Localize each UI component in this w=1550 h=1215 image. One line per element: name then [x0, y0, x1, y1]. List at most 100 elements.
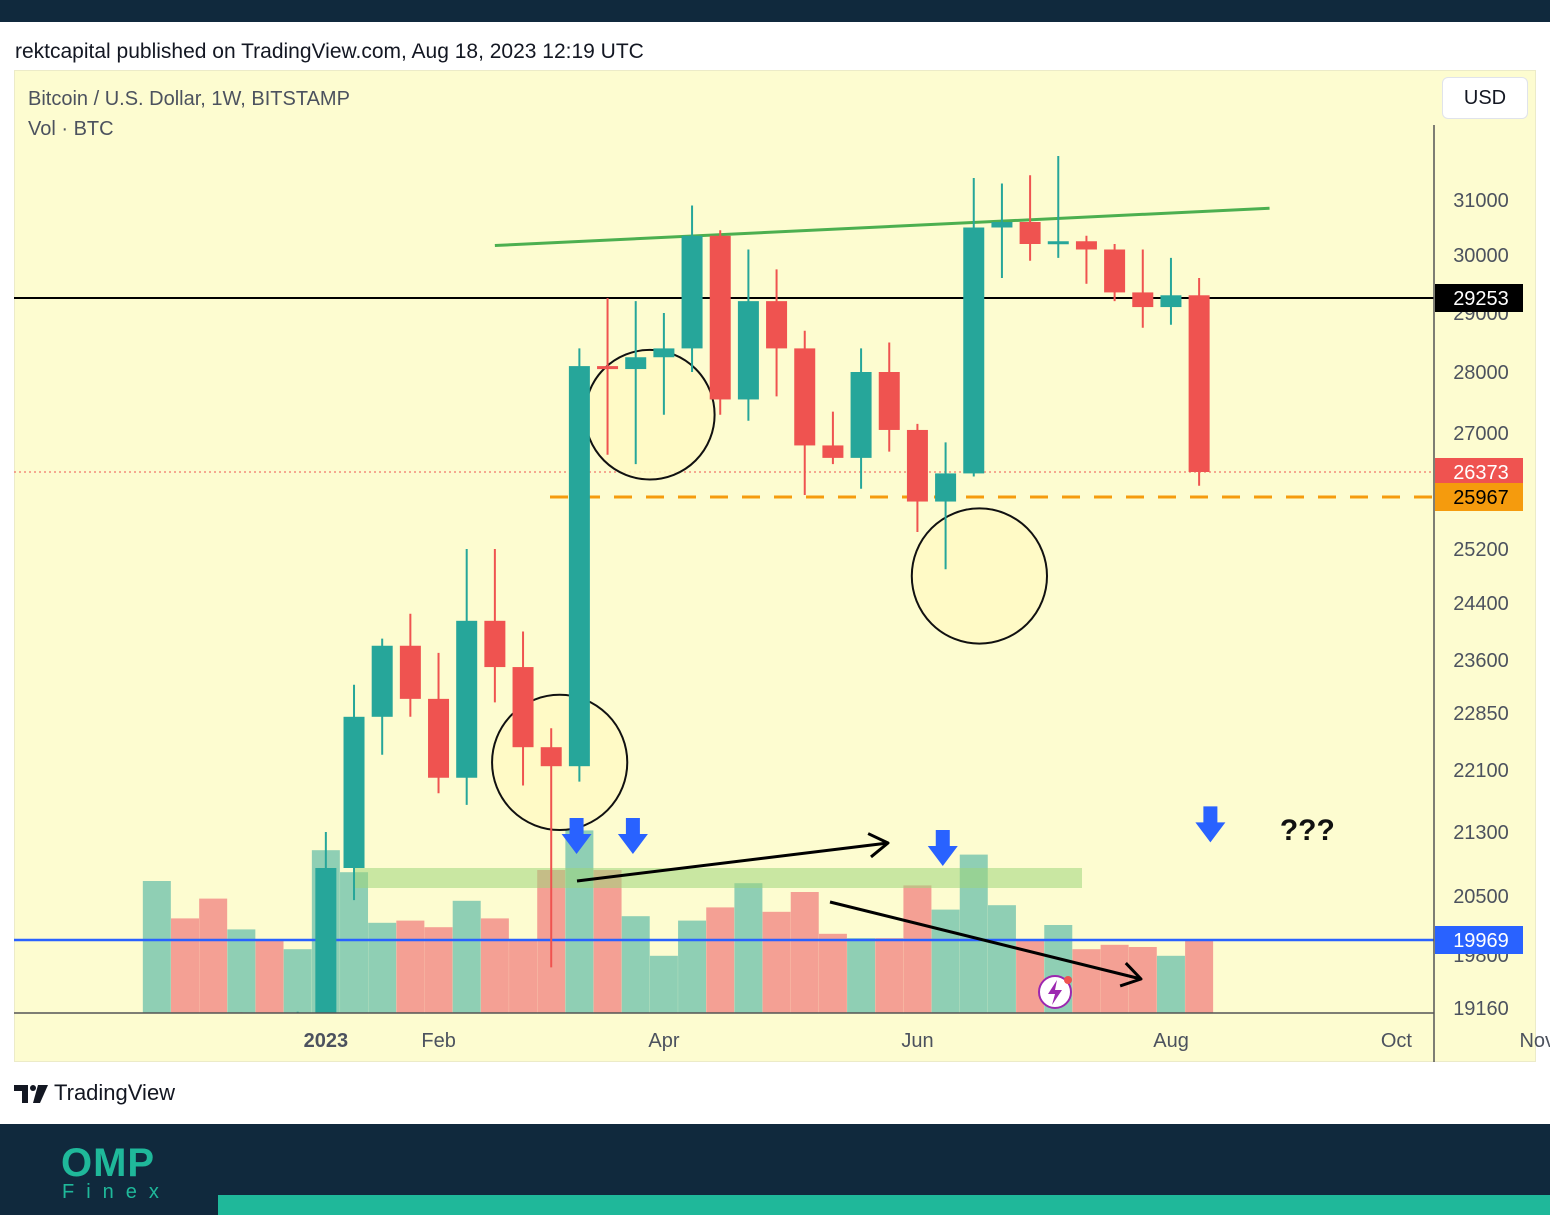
volume-bar — [1128, 947, 1157, 1013]
volume-bar — [368, 922, 397, 1013]
notification-dot-icon — [1064, 976, 1072, 984]
volume-zone-band — [355, 868, 1082, 888]
price-tick-label: 23600 — [1453, 650, 1509, 672]
candle-body — [935, 473, 957, 502]
candle-body — [568, 366, 590, 767]
candle-body — [428, 698, 450, 778]
resistance-trendline — [494, 206, 1270, 247]
candle-body — [1160, 295, 1182, 308]
price-tick-label: 21300 — [1453, 822, 1509, 844]
volume-bar — [565, 830, 594, 1013]
time-tick-label: Oct — [1381, 1030, 1413, 1052]
volume-bar — [509, 940, 538, 1013]
price-tick-label: 27000 — [1453, 423, 1509, 445]
volume-bar — [1185, 940, 1214, 1013]
volume-bar — [1072, 949, 1101, 1013]
candle-body — [878, 372, 900, 430]
volume-bar — [790, 892, 819, 1013]
down-arrow-icon — [927, 830, 958, 866]
volume-bar — [678, 920, 707, 1013]
volume-bar — [762, 911, 791, 1013]
volume-down-arrow — [829, 900, 1142, 981]
volume-bar — [1100, 944, 1129, 1013]
volume-bar — [396, 920, 425, 1013]
candle-body — [822, 445, 844, 458]
brand-subtitle: Finex — [62, 1181, 171, 1203]
price-tick-label: 20500 — [1453, 886, 1509, 908]
volume-bar — [593, 870, 622, 1013]
time-tick-label: Nov — [1519, 1030, 1550, 1052]
price-label-text: 25967 — [1453, 487, 1509, 509]
time-tick-label: Apr — [648, 1030, 679, 1052]
price-tick-label: 30000 — [1453, 245, 1509, 267]
candle-body — [1104, 249, 1126, 293]
lightning-icon — [1048, 980, 1062, 1005]
candle-body — [1075, 241, 1097, 250]
candle-body — [766, 301, 788, 349]
volume-bar — [621, 916, 650, 1013]
time-tick-label: Aug — [1153, 1030, 1189, 1052]
volume-bar — [1156, 955, 1185, 1013]
price-tick-label: 24400 — [1453, 593, 1509, 615]
volume-bar — [424, 927, 453, 1013]
down-arrow-icon — [1195, 806, 1226, 843]
volume-bar — [706, 907, 735, 1013]
volume-bar — [818, 933, 847, 1013]
price-tick-label: 28000 — [1453, 362, 1509, 384]
volume-bar — [255, 940, 284, 1013]
candle-body — [512, 667, 534, 748]
candle-body — [315, 868, 337, 1013]
price-label-text: 19969 — [1453, 930, 1509, 952]
time-tick-label: 2023 — [304, 1030, 349, 1052]
volume-indicator-title[interactable]: Vol · BTC — [28, 118, 114, 140]
price-tick-label: 19160 — [1453, 998, 1509, 1020]
volume-bar — [227, 929, 256, 1013]
candle-body — [456, 620, 478, 778]
plot-area — [14, 156, 1434, 1013]
footer-accent-bar — [218, 1195, 1550, 1215]
price-label-badge — [1435, 926, 1523, 954]
top-band — [0, 0, 1550, 22]
candle-body — [850, 372, 872, 458]
tradingview-logo[interactable]: TradingView — [14, 1078, 175, 1108]
candle-body — [625, 357, 647, 370]
brand-logo: OMP — [61, 1141, 156, 1185]
candle-body — [484, 620, 506, 668]
volume-bar — [649, 955, 678, 1013]
tradingview-label: TradingView — [54, 1080, 176, 1105]
candle-body — [963, 227, 985, 474]
volume-bar — [875, 938, 904, 1013]
candle-body — [1019, 222, 1041, 244]
volume-bar — [480, 918, 509, 1013]
tradingview-logo-icon — [14, 1085, 48, 1103]
currency-button[interactable]: USD — [1442, 77, 1528, 119]
volume-up-arrow — [576, 841, 889, 883]
volume-bar — [734, 883, 763, 1013]
volume-bar — [987, 905, 1016, 1013]
volume-bar — [142, 881, 171, 1013]
question-annotation: ??? — [1280, 814, 1335, 847]
publish-info: rektcapital published on TradingView.com… — [15, 40, 644, 63]
volume-bar — [452, 900, 481, 1013]
volume-bar — [283, 949, 312, 1013]
candle-body — [709, 235, 731, 400]
candle-body — [399, 645, 421, 699]
time-tick-label: Jun — [901, 1030, 933, 1052]
down-arrow-icon — [617, 818, 648, 854]
down-arrow-icon — [561, 818, 592, 854]
candle-body — [794, 348, 816, 446]
candle-body — [371, 645, 393, 717]
candle-body — [737, 301, 759, 400]
candle-body — [540, 747, 562, 767]
annotation-circle — [584, 348, 716, 481]
volume-up-arrow-head — [867, 832, 890, 859]
candle-body — [1047, 241, 1069, 245]
price-tick-label: 22100 — [1453, 760, 1509, 782]
candle-body — [597, 366, 619, 370]
candle-body — [653, 348, 675, 358]
symbol-title[interactable]: Bitcoin / U.S. Dollar, 1W, BITSTAMP — [28, 88, 350, 110]
chart-panel[interactable] — [14, 70, 1536, 1062]
candle-body — [681, 235, 703, 349]
volume-bar — [199, 898, 228, 1013]
